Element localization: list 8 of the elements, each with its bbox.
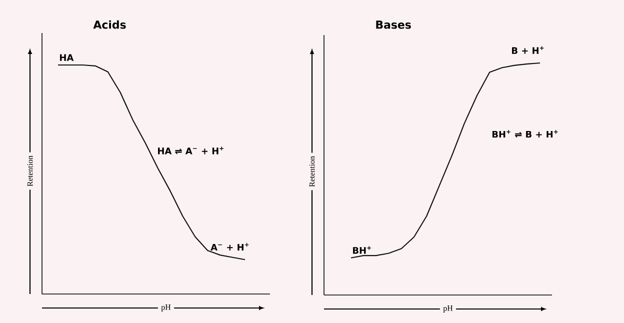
chart-title: Acids <box>93 20 126 29</box>
text: B + H$^{+}$ <box>512 46 544 54</box>
chart-title: Bases <box>376 20 411 29</box>
text: HA <box>60 54 74 61</box>
annotation: BH$^{+}$ ⇌ B + H$^{+}$ <box>492 130 558 138</box>
annotation: A$^{−}$ + H$^{+}$ <box>210 242 249 250</box>
annotation: HA ⇌ A$^{−}$ + H$^{+}$ <box>158 146 224 154</box>
annotation: BH$^{+}$ <box>353 246 371 254</box>
